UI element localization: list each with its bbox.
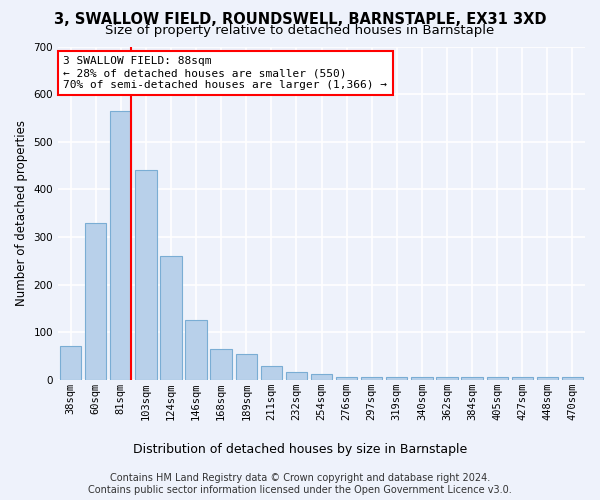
Bar: [487, 378, 508, 380]
Text: 3 SWALLOW FIELD: 88sqm
← 28% of detached houses are smaller (550)
70% of semi-de: 3 SWALLOW FIELD: 88sqm ← 28% of detached…: [64, 56, 388, 90]
Bar: [386, 378, 407, 380]
Bar: [512, 378, 533, 380]
Text: 3, SWALLOW FIELD, ROUNDSWELL, BARNSTAPLE, EX31 3XD: 3, SWALLOW FIELD, ROUNDSWELL, BARNSTAPLE…: [54, 12, 546, 28]
Text: Size of property relative to detached houses in Barnstaple: Size of property relative to detached ho…: [106, 24, 494, 37]
Y-axis label: Number of detached properties: Number of detached properties: [15, 120, 28, 306]
Bar: [85, 222, 106, 380]
Bar: [411, 378, 433, 380]
Bar: [361, 378, 382, 380]
Text: Distribution of detached houses by size in Barnstaple: Distribution of detached houses by size …: [133, 442, 467, 456]
Bar: [461, 378, 483, 380]
Bar: [110, 111, 131, 380]
Bar: [60, 346, 81, 380]
Bar: [286, 372, 307, 380]
Bar: [185, 320, 207, 380]
Bar: [135, 170, 157, 380]
Bar: [260, 366, 282, 380]
Bar: [436, 378, 458, 380]
Bar: [311, 374, 332, 380]
Text: Contains HM Land Registry data © Crown copyright and database right 2024.
Contai: Contains HM Land Registry data © Crown c…: [88, 474, 512, 495]
Bar: [536, 378, 558, 380]
Bar: [160, 256, 182, 380]
Bar: [336, 378, 357, 380]
Bar: [236, 354, 257, 380]
Bar: [562, 378, 583, 380]
Bar: [211, 349, 232, 380]
